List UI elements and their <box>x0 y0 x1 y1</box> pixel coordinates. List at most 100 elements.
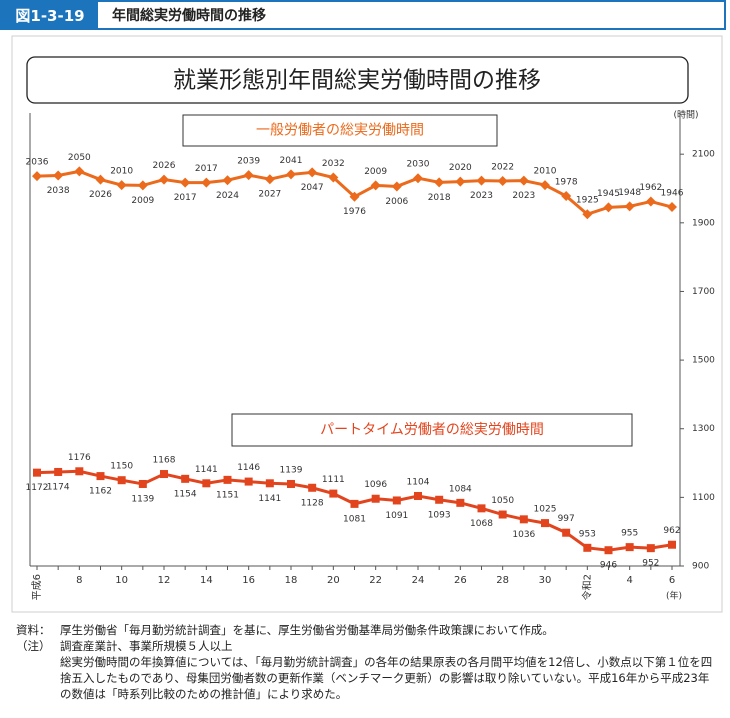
chart-title: 就業形態別年間総実労働時間の推移 <box>173 68 541 94</box>
value-label: 1976 <box>343 207 366 217</box>
marker <box>350 499 359 508</box>
value-label: 1104 <box>407 477 430 487</box>
value-label: 953 <box>579 529 596 539</box>
value-label: 997 <box>558 514 575 524</box>
x-tick-label: 24 <box>412 575 425 586</box>
figure-number: 図1-3-19 <box>2 2 98 28</box>
marker <box>96 472 105 481</box>
marker <box>624 201 635 212</box>
marker <box>646 544 655 553</box>
marker <box>603 202 614 213</box>
value-label: 1111 <box>322 475 345 485</box>
x-tick-label: 22 <box>369 575 382 586</box>
value-label: 1081 <box>343 514 366 524</box>
value-label: 2036 <box>26 158 49 168</box>
x-tick-label: 14 <box>200 575 213 586</box>
value-label: 1154 <box>174 489 197 499</box>
marker <box>518 175 529 186</box>
value-label: 1162 <box>89 487 112 497</box>
value-label: 2009 <box>131 196 154 206</box>
value-label: 2032 <box>322 159 345 169</box>
marker <box>308 483 317 492</box>
x-tick-label: 令和2 <box>580 574 593 600</box>
marker <box>413 173 423 184</box>
marker <box>201 177 212 188</box>
y-tick-label: 900 <box>692 562 709 572</box>
value-label: 2030 <box>407 160 430 170</box>
value-label: 1141 <box>258 494 281 504</box>
x-tick-label: 18 <box>285 575 298 586</box>
marker <box>244 477 253 486</box>
value-label: 1978 <box>555 178 578 188</box>
value-label: 1925 <box>576 196 599 206</box>
legend-label: 一般労働者の総実労働時間 <box>256 123 424 139</box>
marker <box>54 467 63 476</box>
marker <box>138 479 147 488</box>
marker <box>625 543 634 552</box>
value-label: 2006 <box>385 197 408 207</box>
legend-label: パートタイム労働者の総実労働時間 <box>320 422 544 438</box>
marker <box>561 191 572 202</box>
marker <box>160 470 168 479</box>
legend-box <box>231 413 633 447</box>
marker <box>392 496 401 505</box>
value-label: 2050 <box>68 153 91 163</box>
marker <box>604 546 613 555</box>
marker <box>222 175 233 186</box>
marker <box>645 196 656 207</box>
note-label: （注） <box>16 639 51 653</box>
y-tick-label: 1900 <box>692 218 715 228</box>
value-label: 2009 <box>364 167 387 177</box>
marker <box>371 494 380 503</box>
marker <box>116 180 127 191</box>
value-label: 1091 <box>385 511 408 521</box>
y-tick-label: 1500 <box>692 356 715 366</box>
value-label: 2026 <box>89 190 112 200</box>
value-label: 2023 <box>512 191 535 201</box>
marker <box>434 177 445 188</box>
note-text: 厚生労働省「毎月勤労統計調査」を基に、厚生労働省労働基準局労働条件政策課において… <box>60 623 554 637</box>
value-label: 1962 <box>639 183 662 193</box>
note-text: 総実労働時間の年換算値については、「毎月勤労統計調査」の各年の結果原表の各月間平… <box>60 655 713 701</box>
marker <box>541 519 549 528</box>
marker <box>264 174 275 185</box>
value-label: 2020 <box>449 163 472 173</box>
y-tick-label: 1700 <box>692 287 715 297</box>
figure-title: 年間総実労働時間の推移 <box>112 8 266 24</box>
value-label: 2038 <box>47 186 70 196</box>
chart: 就業形態別年間総実労働時間の推移 900 1100 1300 1500 1700 1900… <box>11 35 723 613</box>
marker <box>328 172 339 183</box>
marker <box>349 191 360 202</box>
header: 図1-3-19 年間総実労働時間の推移 <box>0 0 726 30</box>
value-label: 2018 <box>428 193 451 203</box>
value-label: 1128 <box>301 498 324 508</box>
value-label: 1093 <box>428 510 451 520</box>
value-label: 2024 <box>216 191 239 201</box>
marker <box>180 177 191 188</box>
value-label: 1068 <box>470 519 493 529</box>
x-tick-label: 平成6 <box>31 574 43 600</box>
marker <box>287 479 295 488</box>
marker <box>456 498 465 507</box>
value-label: 2041 <box>280 156 303 166</box>
x-tick-label: 8 <box>76 575 82 586</box>
value-label: 2023 <box>470 191 493 201</box>
marker <box>137 180 148 191</box>
marker <box>32 171 42 182</box>
marker <box>540 180 550 191</box>
marker <box>265 479 274 488</box>
marker <box>159 174 169 185</box>
marker <box>181 474 190 483</box>
value-label: 1084 <box>449 484 472 494</box>
value-label: 2047 <box>301 183 324 193</box>
value-label: 955 <box>621 529 638 539</box>
value-label: 2027 <box>258 190 281 200</box>
marker <box>223 475 232 484</box>
value-label: 2010 <box>110 167 133 177</box>
marker <box>202 479 211 488</box>
value-label: 962 <box>663 526 680 536</box>
x-tick-label: 20 <box>327 575 340 586</box>
marker <box>391 181 402 192</box>
value-label: 1151 <box>216 490 239 500</box>
marker <box>243 170 254 181</box>
